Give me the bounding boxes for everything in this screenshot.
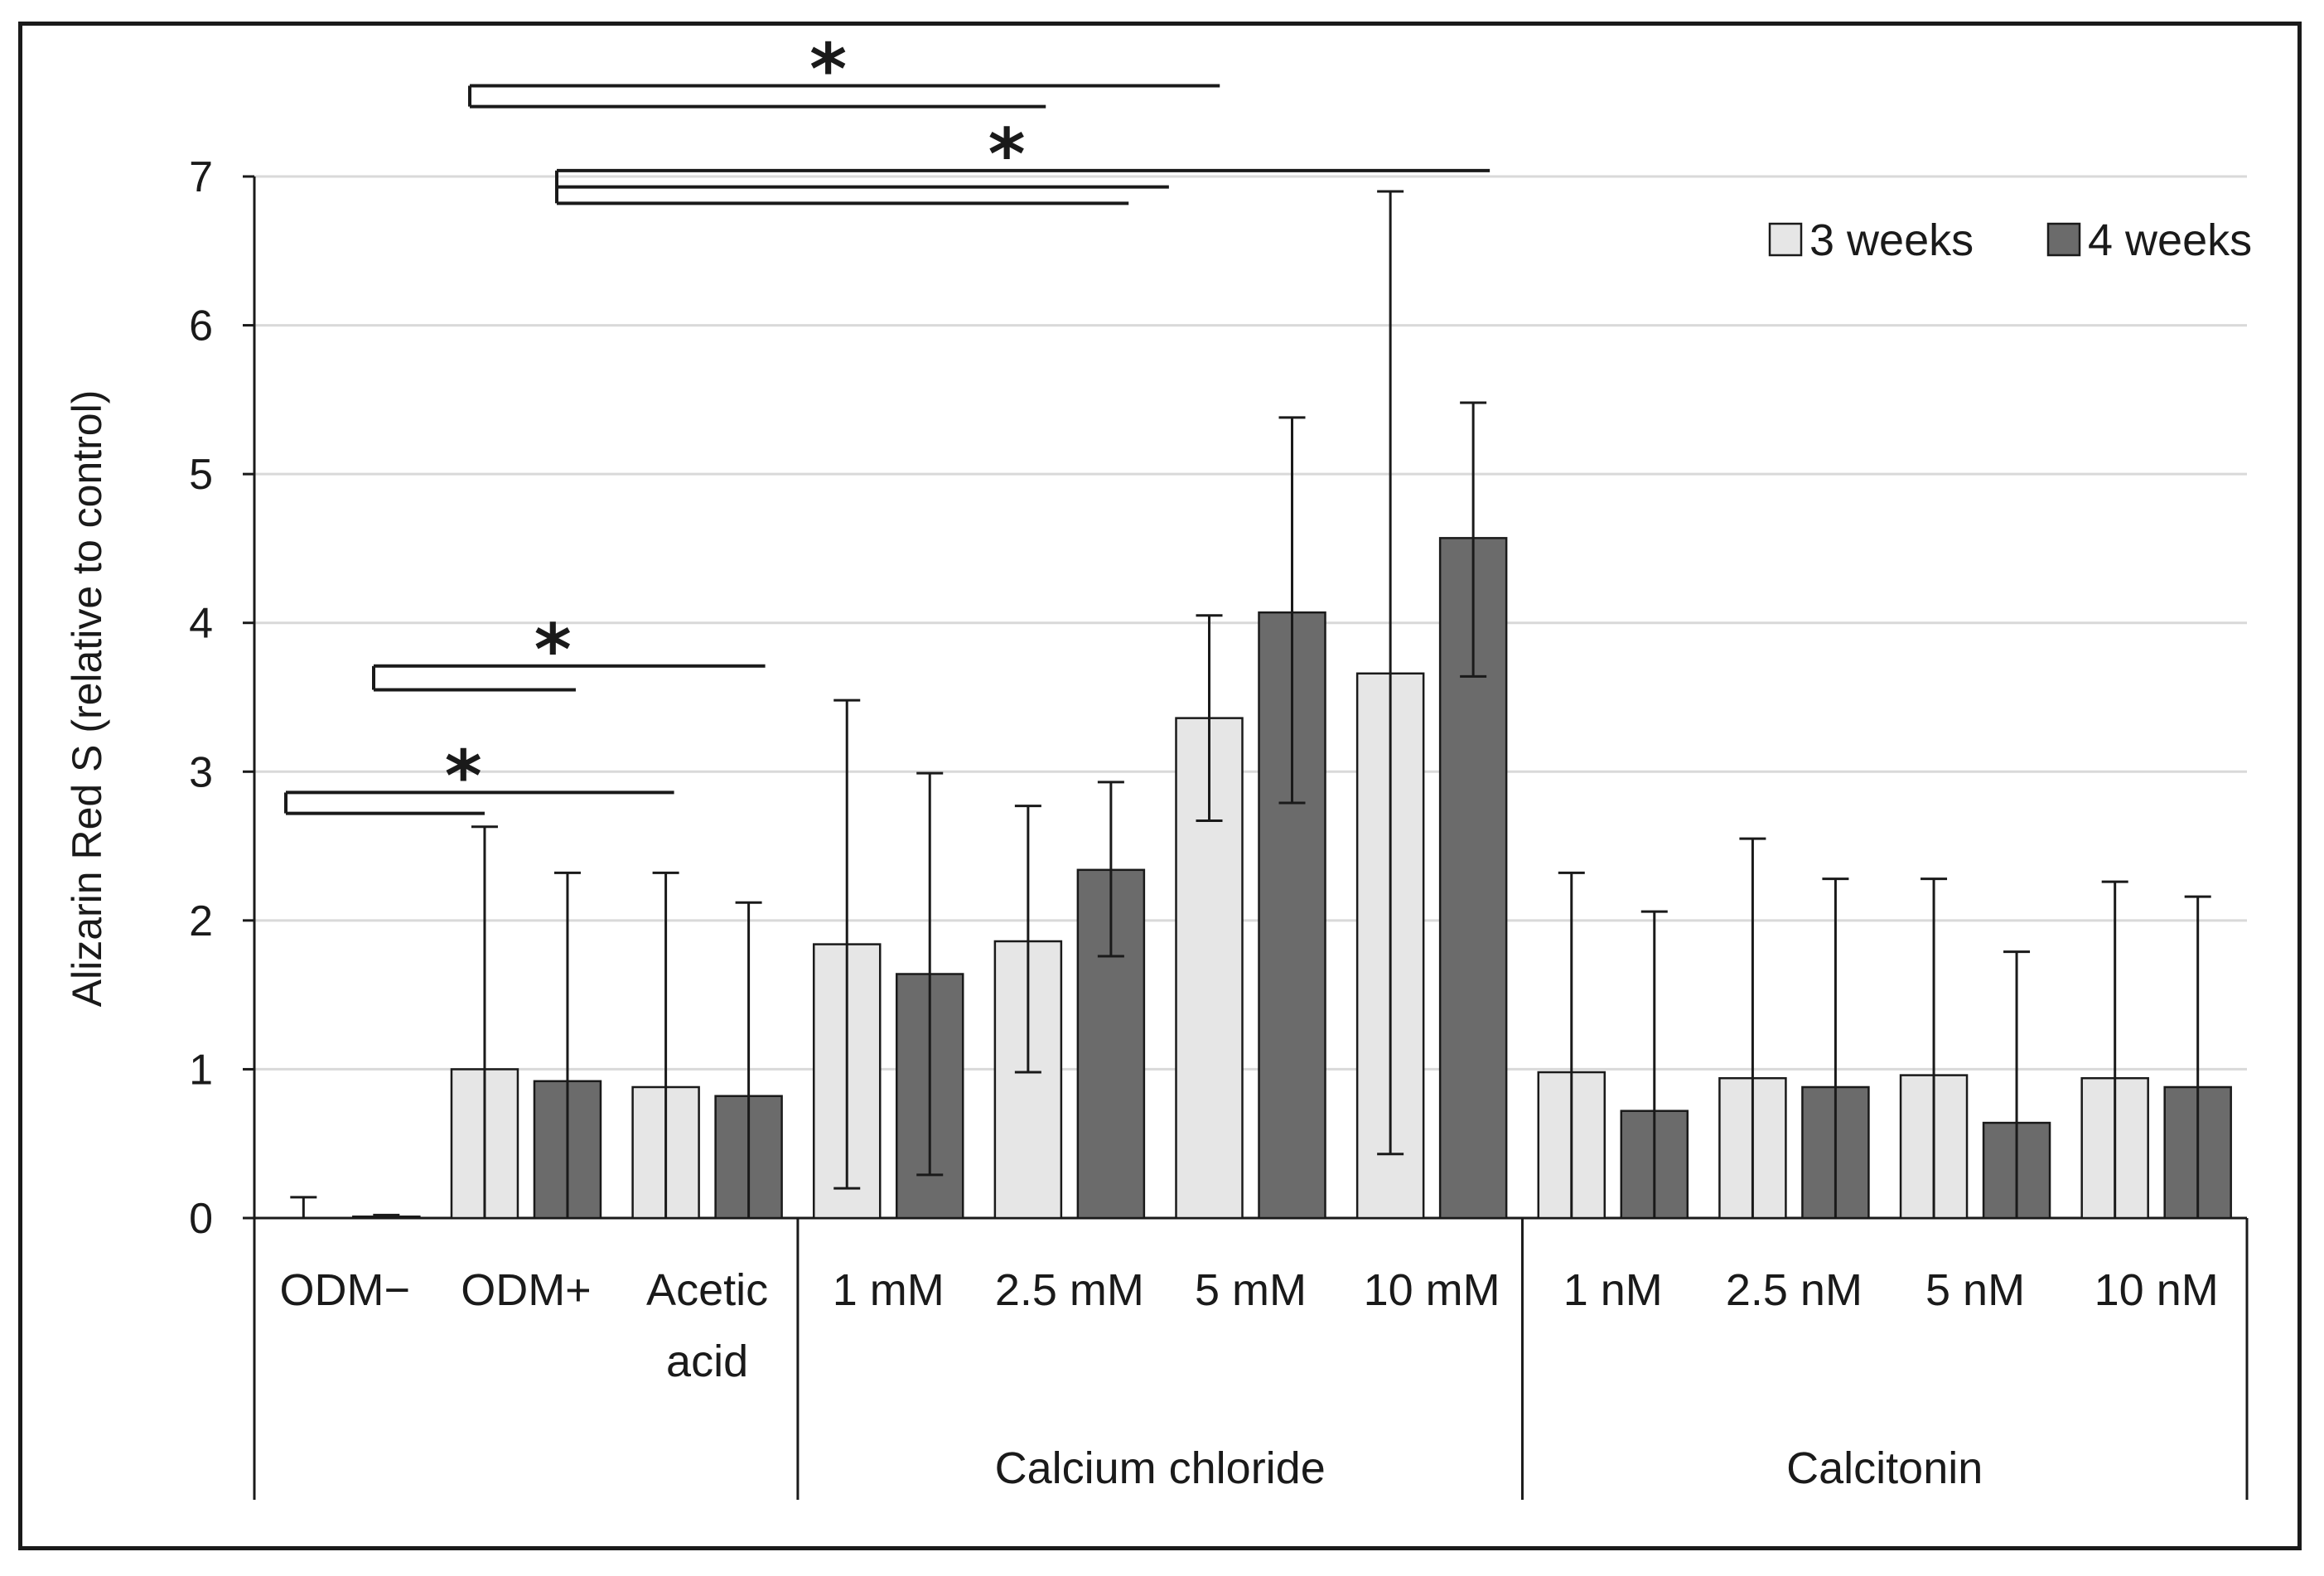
category-label: Acetic — [646, 1265, 768, 1315]
legend-swatch-3-weeks — [1768, 222, 1803, 257]
y-tick-label: 1 — [189, 1046, 213, 1094]
group-label: Calcitonin — [1786, 1443, 1983, 1493]
significance-star: * — [534, 609, 572, 692]
category-label: 2.5 mM — [995, 1265, 1144, 1315]
y-tick-label: 4 — [189, 600, 213, 648]
y-tick-label: 7 — [189, 153, 213, 201]
group-label: Calcium chloride — [995, 1443, 1326, 1493]
category-label: 10 nM — [2094, 1265, 2219, 1315]
category-label: 5 mM — [1195, 1265, 1307, 1315]
significance-star: * — [988, 114, 1026, 196]
category-label: ODM− — [280, 1265, 411, 1315]
y-tick-label: 3 — [189, 748, 213, 796]
category-label: 5 nM — [1925, 1265, 2025, 1315]
significance-star: * — [445, 735, 482, 818]
category-label: acid — [666, 1337, 748, 1386]
category-label: ODM+ — [461, 1265, 592, 1315]
y-tick-label: 6 — [189, 302, 213, 350]
legend-swatch-4-weeks — [2046, 222, 2081, 257]
y-tick-label: 2 — [189, 897, 213, 945]
chart-frame — [18, 22, 2302, 1550]
category-label: 2.5 nM — [1726, 1265, 1863, 1315]
significance-star: * — [809, 28, 847, 111]
category-label: 1 mM — [833, 1265, 945, 1315]
y-tick-label: 0 — [189, 1195, 213, 1243]
y-tick-label: 5 — [189, 451, 213, 499]
category-label: 10 mM — [1364, 1265, 1500, 1315]
legend-label: 3 weeks — [1809, 215, 1974, 265]
category-label: 1 nM — [1563, 1265, 1663, 1315]
legend-label: 4 weeks — [2088, 215, 2252, 265]
y-axis-title: Alizarin Red S (relative to control) — [64, 390, 110, 1008]
